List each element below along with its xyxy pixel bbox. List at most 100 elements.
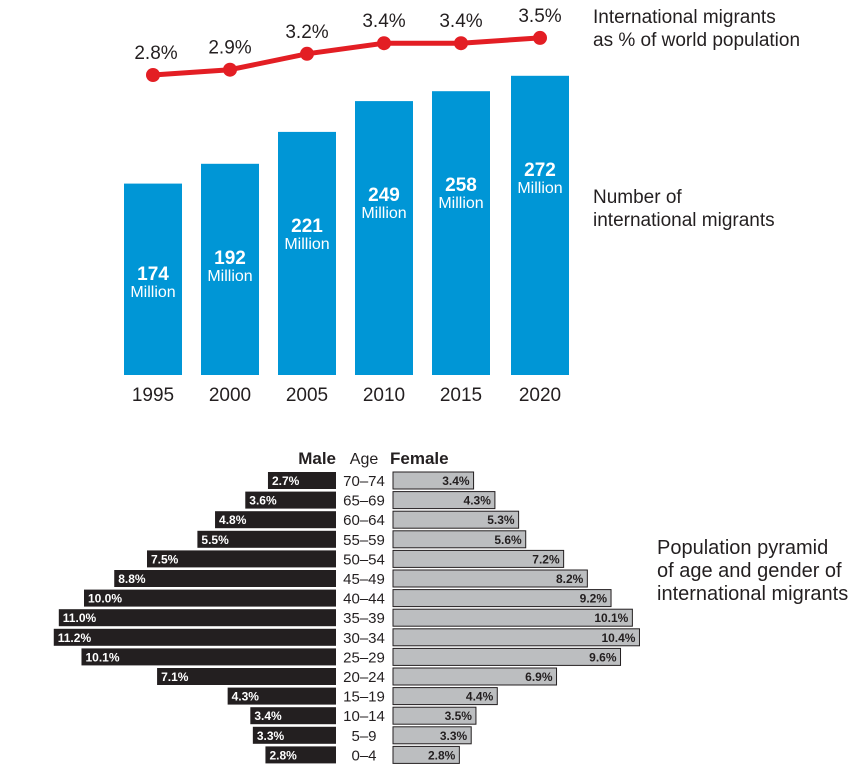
line-label-2: as % of world population xyxy=(593,30,801,51)
x-tick-label: 2005 xyxy=(286,385,328,406)
pyramid-label-1: Population pyramid xyxy=(657,537,829,559)
bar-unit-label: Million xyxy=(517,180,562,197)
bar-unit-label: Million xyxy=(130,284,175,301)
pyramid-title: Population pyramid of age and gender of … xyxy=(657,537,848,606)
female-value-label: 3.3% xyxy=(440,729,468,743)
female-value-label: 5.6% xyxy=(494,533,522,547)
age-label: 25–29 xyxy=(343,649,385,666)
bar-unit-label: Million xyxy=(207,268,252,285)
age-label: 30–34 xyxy=(343,630,385,647)
line-point xyxy=(377,36,391,51)
age-label: 10–14 xyxy=(343,708,385,725)
female-value-label: 3.4% xyxy=(442,474,470,488)
female-value-label: 7.2% xyxy=(532,552,560,566)
male-bar xyxy=(197,530,336,548)
line-point xyxy=(454,36,468,51)
female-bar xyxy=(392,687,498,706)
pyramid-label-3: international migrants xyxy=(657,583,849,605)
female-value-label: 10.1% xyxy=(594,611,628,625)
bar-value-label: 249 xyxy=(368,185,400,206)
line-value-label: 3.2% xyxy=(285,22,328,43)
line-value-label: 3.4% xyxy=(439,11,482,32)
male-value-label: 5.5% xyxy=(201,533,229,547)
line-value-label: 3.4% xyxy=(362,11,405,32)
male-value-label: 4.3% xyxy=(232,690,260,704)
female-bar xyxy=(392,549,565,568)
line-point xyxy=(146,68,160,82)
male-bar xyxy=(265,746,336,764)
age-label: 65–69 xyxy=(343,493,385,510)
male-bar xyxy=(227,687,336,705)
bar-2015 xyxy=(432,91,490,375)
male-value-label: 3.6% xyxy=(249,494,277,508)
female-value-label: 4.3% xyxy=(464,494,492,508)
female-bar xyxy=(392,510,520,529)
male-bar xyxy=(114,570,337,587)
male-value-label: 3.3% xyxy=(257,729,285,743)
female-bar xyxy=(392,726,472,745)
bar-value-label: 192 xyxy=(214,248,246,269)
male-bar xyxy=(147,550,336,568)
female-bar xyxy=(392,471,475,490)
bar-2005 xyxy=(278,131,336,375)
x-tick-label: 2020 xyxy=(519,385,561,406)
bar-2000 xyxy=(201,163,259,375)
female-value-label: 8.2% xyxy=(556,572,584,586)
male-value-label: 2.8% xyxy=(269,748,297,762)
line-point xyxy=(300,46,314,61)
male-value-label: 4.8% xyxy=(219,513,247,527)
female-bar xyxy=(392,667,558,686)
line-series-label: International migrants as % of world pop… xyxy=(593,6,800,52)
age-label: 60–64 xyxy=(343,512,385,529)
female-bar xyxy=(392,569,588,588)
male-bar xyxy=(84,589,336,607)
pyramid-label-2: of age and gender of xyxy=(657,560,842,582)
female-bar xyxy=(392,589,612,608)
female-value-label: 9.2% xyxy=(580,592,608,606)
female-value-label: 5.3% xyxy=(487,513,515,527)
female-value-label: 6.9% xyxy=(525,670,553,684)
female-value-label: 3.5% xyxy=(445,709,473,723)
bar-unit-label: Million xyxy=(438,195,483,212)
male-bar xyxy=(250,707,336,725)
x-tick-label: 2010 xyxy=(363,385,405,406)
female-bar xyxy=(392,628,640,647)
bar-2010 xyxy=(355,101,413,375)
age-label: 55–59 xyxy=(343,532,385,549)
male-bar xyxy=(58,609,337,627)
line-series xyxy=(152,35,541,78)
female-bar xyxy=(392,491,496,510)
male-value-label: 10.0% xyxy=(88,592,122,606)
bar-value-label: 272 xyxy=(524,160,556,181)
female-bar xyxy=(392,706,477,725)
male-value-label: 3.4% xyxy=(254,709,282,723)
male-value-label: 8.8% xyxy=(118,572,146,586)
female-bar xyxy=(392,647,622,666)
x-tick-label: 1995 xyxy=(132,385,174,406)
female-value-label: 9.6% xyxy=(589,650,617,664)
male-header: Male xyxy=(298,449,336,468)
male-bar xyxy=(81,648,336,666)
male-value-label: 11.2% xyxy=(58,631,92,645)
age-label: 5–9 xyxy=(351,728,376,745)
male-value-label: 11.0% xyxy=(63,611,97,625)
age-label: 40–44 xyxy=(343,591,385,608)
bar-label-1: Number of xyxy=(593,187,682,208)
bar-value-label: 174 xyxy=(137,264,169,285)
male-bar xyxy=(215,511,336,529)
male-bar xyxy=(53,628,336,646)
female-header: Female xyxy=(390,449,449,468)
line-value-label: 3.5% xyxy=(518,6,561,27)
male-value-label: 7.5% xyxy=(151,552,179,566)
female-value-label: 4.4% xyxy=(466,690,494,704)
bar-unit-label: Million xyxy=(361,205,406,222)
male-bar xyxy=(157,668,336,685)
line-value-label: 2.8% xyxy=(134,43,177,64)
line-point xyxy=(223,62,237,77)
bar-2020 xyxy=(511,75,569,376)
male-value-label: 7.1% xyxy=(161,670,189,684)
bar-1995 xyxy=(124,183,182,375)
male-bar xyxy=(252,726,336,744)
